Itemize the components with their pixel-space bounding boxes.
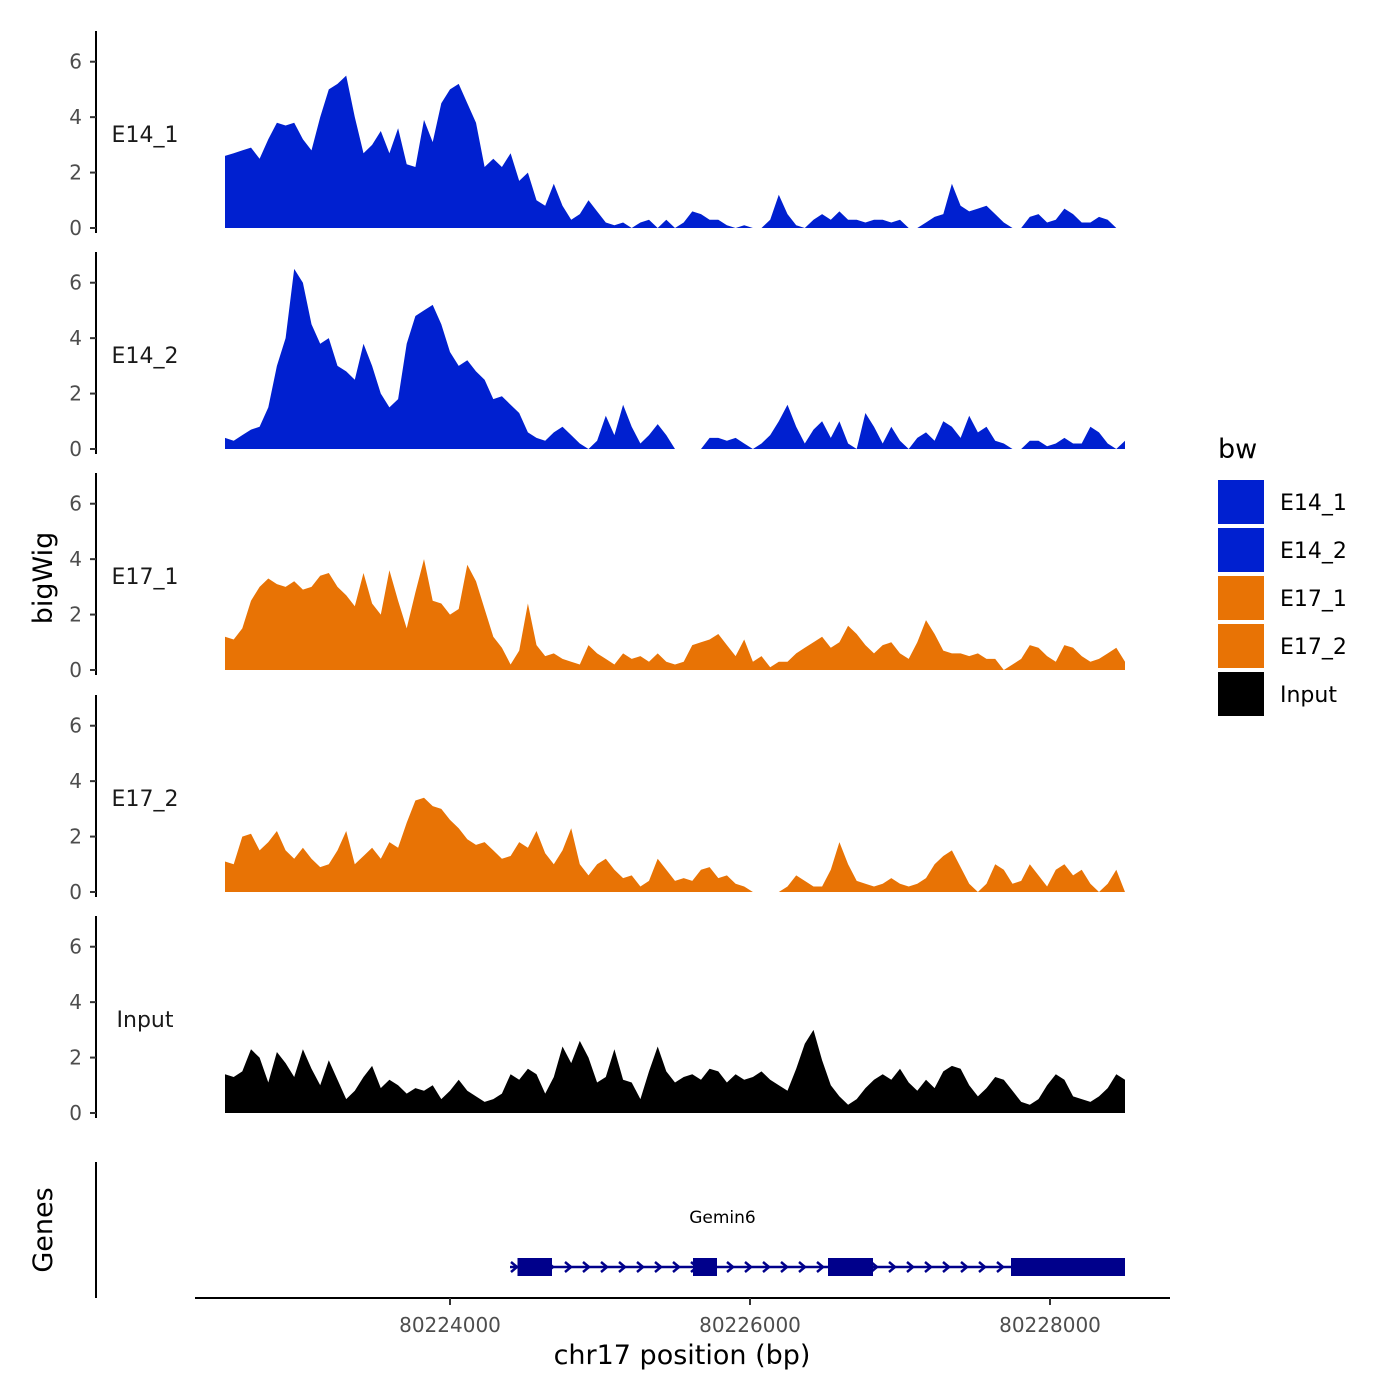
track-label-E14_1: E14_1 — [112, 123, 179, 148]
x-axis-title: chr17 position (bp) — [554, 1340, 811, 1371]
x-axis: 80224000 80226000 80228000 — [195, 1297, 1170, 1337]
strand-arrow-icon — [978, 1261, 987, 1273]
area-Input — [225, 1029, 1125, 1113]
track-label-E14_2: E14_2 — [112, 344, 179, 369]
y-tick-label-E14_1-4: 4 — [69, 105, 82, 129]
strand-arrow-icon — [780, 1261, 789, 1273]
strand-arrow-icon — [726, 1261, 735, 1273]
strand-arrow-icon — [960, 1261, 969, 1273]
legend-swatch-Input — [1218, 672, 1264, 716]
legend-label-E14_1: E14_1 — [1280, 491, 1347, 516]
strand-arrow-icon — [564, 1261, 573, 1273]
legend-label-E14_2: E14_2 — [1280, 539, 1347, 564]
strand-arrow-icon — [888, 1261, 897, 1273]
legend-label-E17_1: E17_1 — [1280, 587, 1347, 612]
legend-item-E17_2: E17_2 — [1218, 624, 1347, 668]
track-E17_1: 0 2 4 6 E17_1 — [69, 473, 1125, 682]
genes-axis-title: Genes — [28, 1187, 59, 1272]
strand-arrow-icon — [942, 1261, 951, 1273]
y-tick-label-E14_1-6: 6 — [69, 50, 82, 74]
legend-item-Input: Input — [1218, 672, 1337, 716]
track-E17_2: 0 2 4 6 E17_2 — [69, 695, 1125, 904]
y-tick-label-E17_2-6: 6 — [69, 714, 82, 738]
y-tick-label-E14_2-0: 0 — [69, 437, 82, 461]
legend-label-Input: Input — [1280, 683, 1337, 708]
y-tick-label-E17_1-4: 4 — [69, 547, 82, 571]
y-tick-label-Input-2: 2 — [69, 1046, 82, 1070]
x-tick-label-80226000: 80226000 — [699, 1313, 801, 1337]
gene-Gemin6: Gemin6 — [510, 1208, 1125, 1276]
y-tick-label-E17_2-2: 2 — [69, 825, 82, 849]
y-tick-label-E17_1-0: 0 — [69, 658, 82, 682]
y-tick-label-E17_2-4: 4 — [69, 769, 82, 793]
legend-title: bw — [1218, 434, 1257, 465]
strand-arrow-icon — [618, 1261, 627, 1273]
exon-3 — [828, 1258, 873, 1276]
x-tick-label-80228000: 80228000 — [999, 1313, 1101, 1337]
track-E14_2: 0 2 4 6 E14_2 — [69, 252, 1125, 461]
exon-4 — [1011, 1258, 1125, 1276]
legend-swatch-E17_1 — [1218, 576, 1264, 620]
strand-arrow-icon — [816, 1261, 825, 1273]
exon-1 — [517, 1258, 552, 1276]
track-label-E17_1: E17_1 — [112, 565, 179, 590]
y-tick-label-E14_1-0: 0 — [69, 216, 82, 240]
strand-arrow-icon — [672, 1261, 681, 1273]
legend-swatch-E17_2 — [1218, 624, 1264, 668]
y-tick-label-E17_1-2: 2 — [69, 603, 82, 627]
area-E17_2 — [225, 797, 1125, 892]
legend: bw E14_1 E14_2 E17_1 E17_2 Input — [1218, 434, 1347, 716]
strand-arrow-icon — [762, 1261, 771, 1273]
y-tick-label-E14_2-6: 6 — [69, 271, 82, 295]
y-tick-label-E14_2-2: 2 — [69, 382, 82, 406]
area-E14_2 — [225, 268, 1125, 449]
legend-item-E14_2: E14_2 — [1218, 528, 1347, 572]
y-axis-title: bigWig — [28, 532, 59, 625]
strand-arrow-icon — [906, 1261, 915, 1273]
strand-arrow-icon — [654, 1261, 663, 1273]
y-tick-label-E17_1-6: 6 — [69, 492, 82, 516]
y-tick-label-E17_2-0: 0 — [69, 880, 82, 904]
strand-arrow-icon — [636, 1261, 645, 1273]
legend-label-E17_2: E17_2 — [1280, 635, 1347, 660]
legend-swatch-E14_2 — [1218, 528, 1264, 572]
legend-swatch-E14_1 — [1218, 480, 1264, 524]
strand-arrow-icon — [798, 1261, 807, 1273]
strand-arrow-icon — [510, 1261, 519, 1273]
track-label-E17_2: E17_2 — [112, 787, 179, 812]
y-tick-label-Input-4: 4 — [69, 990, 82, 1014]
area-E17_1 — [225, 559, 1125, 670]
gene-name-label: Gemin6 — [689, 1208, 756, 1228]
strand-arrow-icon — [996, 1261, 1005, 1273]
track-label-Input: Input — [117, 1008, 174, 1033]
track-Input: 0 2 4 6 Input — [69, 916, 1125, 1125]
exon-2 — [693, 1258, 717, 1276]
area-E14_1 — [225, 75, 1125, 228]
y-tick-label-E14_2-4: 4 — [69, 326, 82, 350]
x-tick-label-80224000: 80224000 — [399, 1313, 501, 1337]
strand-arrow-icon — [744, 1261, 753, 1273]
y-tick-label-Input-0: 0 — [69, 1101, 82, 1125]
gene-track: Gemin6 — [95, 1162, 1125, 1298]
track-E14_1: 0 2 4 6 E14_1 — [69, 31, 1125, 240]
strand-arrow-icon — [600, 1261, 609, 1273]
y-tick-label-Input-6: 6 — [69, 935, 82, 959]
strand-arrow-icon — [582, 1261, 591, 1273]
strand-arrow-icon — [924, 1261, 933, 1273]
legend-item-E17_1: E17_1 — [1218, 576, 1347, 620]
y-tick-label-E14_1-2: 2 — [69, 161, 82, 185]
legend-item-E14_1: E14_1 — [1218, 480, 1347, 524]
